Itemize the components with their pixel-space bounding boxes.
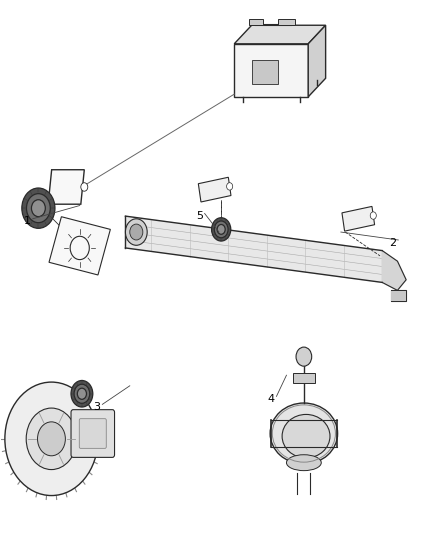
Polygon shape [125, 216, 382, 282]
Polygon shape [391, 290, 406, 301]
Polygon shape [49, 217, 110, 275]
Polygon shape [234, 44, 308, 97]
Circle shape [370, 212, 376, 219]
Ellipse shape [282, 415, 330, 458]
Circle shape [217, 224, 225, 235]
Circle shape [26, 193, 50, 223]
Circle shape [78, 388, 86, 399]
Ellipse shape [286, 455, 321, 471]
Circle shape [74, 384, 90, 403]
Ellipse shape [270, 403, 338, 464]
Circle shape [226, 183, 233, 190]
Text: 4: 4 [268, 394, 275, 404]
Circle shape [26, 408, 77, 470]
FancyBboxPatch shape [250, 19, 262, 25]
Polygon shape [308, 25, 325, 97]
Circle shape [71, 381, 93, 407]
Polygon shape [234, 25, 325, 44]
Circle shape [214, 221, 228, 238]
Circle shape [296, 347, 312, 366]
FancyBboxPatch shape [278, 19, 295, 25]
Circle shape [130, 224, 143, 240]
Text: 1: 1 [24, 216, 31, 227]
Circle shape [125, 219, 147, 245]
Polygon shape [48, 169, 84, 204]
FancyBboxPatch shape [252, 60, 278, 84]
Text: 2: 2 [389, 238, 397, 248]
Circle shape [81, 183, 88, 191]
Circle shape [212, 217, 231, 241]
FancyBboxPatch shape [79, 419, 106, 448]
FancyBboxPatch shape [293, 373, 315, 383]
Text: 5: 5 [196, 211, 203, 221]
Circle shape [22, 188, 55, 228]
Circle shape [38, 422, 65, 456]
Circle shape [32, 200, 45, 216]
Polygon shape [198, 177, 231, 202]
FancyBboxPatch shape [71, 410, 115, 457]
Polygon shape [342, 206, 374, 231]
Circle shape [5, 382, 98, 496]
Text: 3: 3 [94, 402, 101, 412]
Polygon shape [382, 251, 406, 290]
